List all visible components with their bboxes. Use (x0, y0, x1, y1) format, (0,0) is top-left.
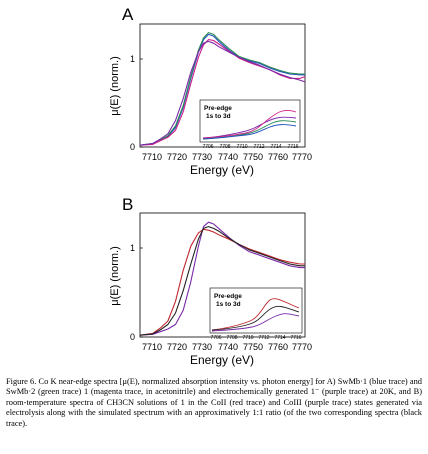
panel-a-inset-xtick: 7706 (202, 144, 213, 150)
panel-a-xtick: 7750 (243, 152, 263, 162)
panel-a-inset-xtick: 7708 (219, 144, 230, 150)
panel-a-xtick: 7710 (142, 152, 162, 162)
panel-b-xlabel: Energy (eV) (190, 353, 254, 367)
panel-b-inset-xtick: 7708 (226, 335, 237, 341)
trace-a-3 (139, 40, 306, 146)
panel-b-letter: B (122, 195, 133, 214)
panel-b-xtick: 7720 (167, 342, 187, 352)
panel-a-inset-traces (202, 109, 297, 140)
panel-a-xtick: 7730 (192, 152, 212, 162)
panel-a-inset-label-1: Pre-edge (204, 105, 232, 112)
panel-a-xtick: 7740 (218, 152, 238, 162)
panel-a-ylabel: μ(E) (norm.) (109, 56, 121, 116)
panel-a-inset-xtick: 7714 (270, 144, 281, 150)
figure-caption: Figure 6. Co K near-edge spectra [μ(E), … (6, 377, 422, 429)
trace-b-1 (139, 221, 305, 336)
panel-b-inset-xtick: 7712 (258, 335, 269, 341)
panel-b-inset-xtick: 7706 (210, 335, 221, 341)
panel-b-inset-label-2: 1s to 3d (216, 301, 241, 308)
panel-b-xtick: 7710 (142, 342, 162, 352)
panel-a-xlabel: Energy (eV) (190, 163, 254, 177)
panel-b-xtick: 7770 (292, 342, 312, 352)
panel-b-xtick: 7750 (243, 342, 263, 352)
panel-b-inset-xtick: 7716 (290, 335, 301, 341)
figure-canvas: A 0 1 μ(E) (norm.) 7710 7720 7730 7740 7… (109, 5, 312, 367)
figure: A 0 1 μ(E) (norm.) 7710 7720 7730 7740 7… (109, 5, 312, 367)
panel-b-ylabel: μ(E) (norm.) (109, 246, 121, 306)
panel-b: B 0 1 μ(E) (norm.) 7710 7720 7730 7740 7… (109, 195, 312, 367)
panel-b-plot (139, 221, 305, 336)
panel-a-xticks: 7710 7720 7730 7740 7750 7760 7770 (142, 152, 312, 162)
caption-text: Figure 6. Co K near-edge spectra [μ(E), … (6, 377, 422, 428)
panel-a-inset-xtick: 7712 (253, 144, 264, 150)
panel-b-xtick: 7740 (218, 342, 238, 352)
panel-a-inset-xtick: 7710 (236, 144, 247, 150)
panel-b-xticks: 7710 7720 7730 7740 7750 7760 7770 (142, 342, 312, 352)
panel-b-inset-traces (211, 298, 300, 332)
panel-a: A 0 1 μ(E) (norm.) 7710 7720 7730 7740 7… (109, 5, 312, 177)
panel-a-xtick: 7770 (292, 152, 312, 162)
panel-a-plot (139, 32, 306, 146)
trace-a-0 (139, 33, 305, 146)
panel-a-frame (139, 23, 306, 148)
panel-b-ytick-0: 0 (130, 332, 135, 342)
panel-b-xtick: 7730 (192, 342, 212, 352)
trace-b-2 (139, 226, 305, 336)
panel-b-frame (139, 212, 306, 338)
panel-b-ytick-1: 1 (130, 243, 135, 253)
panel-b-inset-xtick: 7714 (274, 335, 285, 341)
panel-b-inset-xticks: 7706 7708 7710 7712 7714 7716 (210, 335, 301, 341)
panel-a-ytick-1: 1 (130, 54, 135, 64)
panel-a-inset-xticks: 7706 7708 7710 7712 7714 7716 (202, 144, 298, 150)
panel-b-inset-xtick: 7710 (242, 335, 253, 341)
panel-b-inset-label-1: Pre-edge (214, 293, 242, 300)
panel-a-xtick: 7760 (268, 152, 288, 162)
panel-a-inset-label-2: 1s to 3d (206, 113, 231, 120)
panel-a-xtick: 7720 (167, 152, 187, 162)
trace-b-0 (139, 228, 305, 336)
panel-a-letter: A (122, 5, 134, 24)
trace-a-1 (139, 32, 305, 146)
panel-b-xtick: 7760 (268, 342, 288, 352)
panel-a-inset-xtick: 7716 (287, 144, 298, 150)
panel-a-ytick-0: 0 (130, 142, 135, 152)
